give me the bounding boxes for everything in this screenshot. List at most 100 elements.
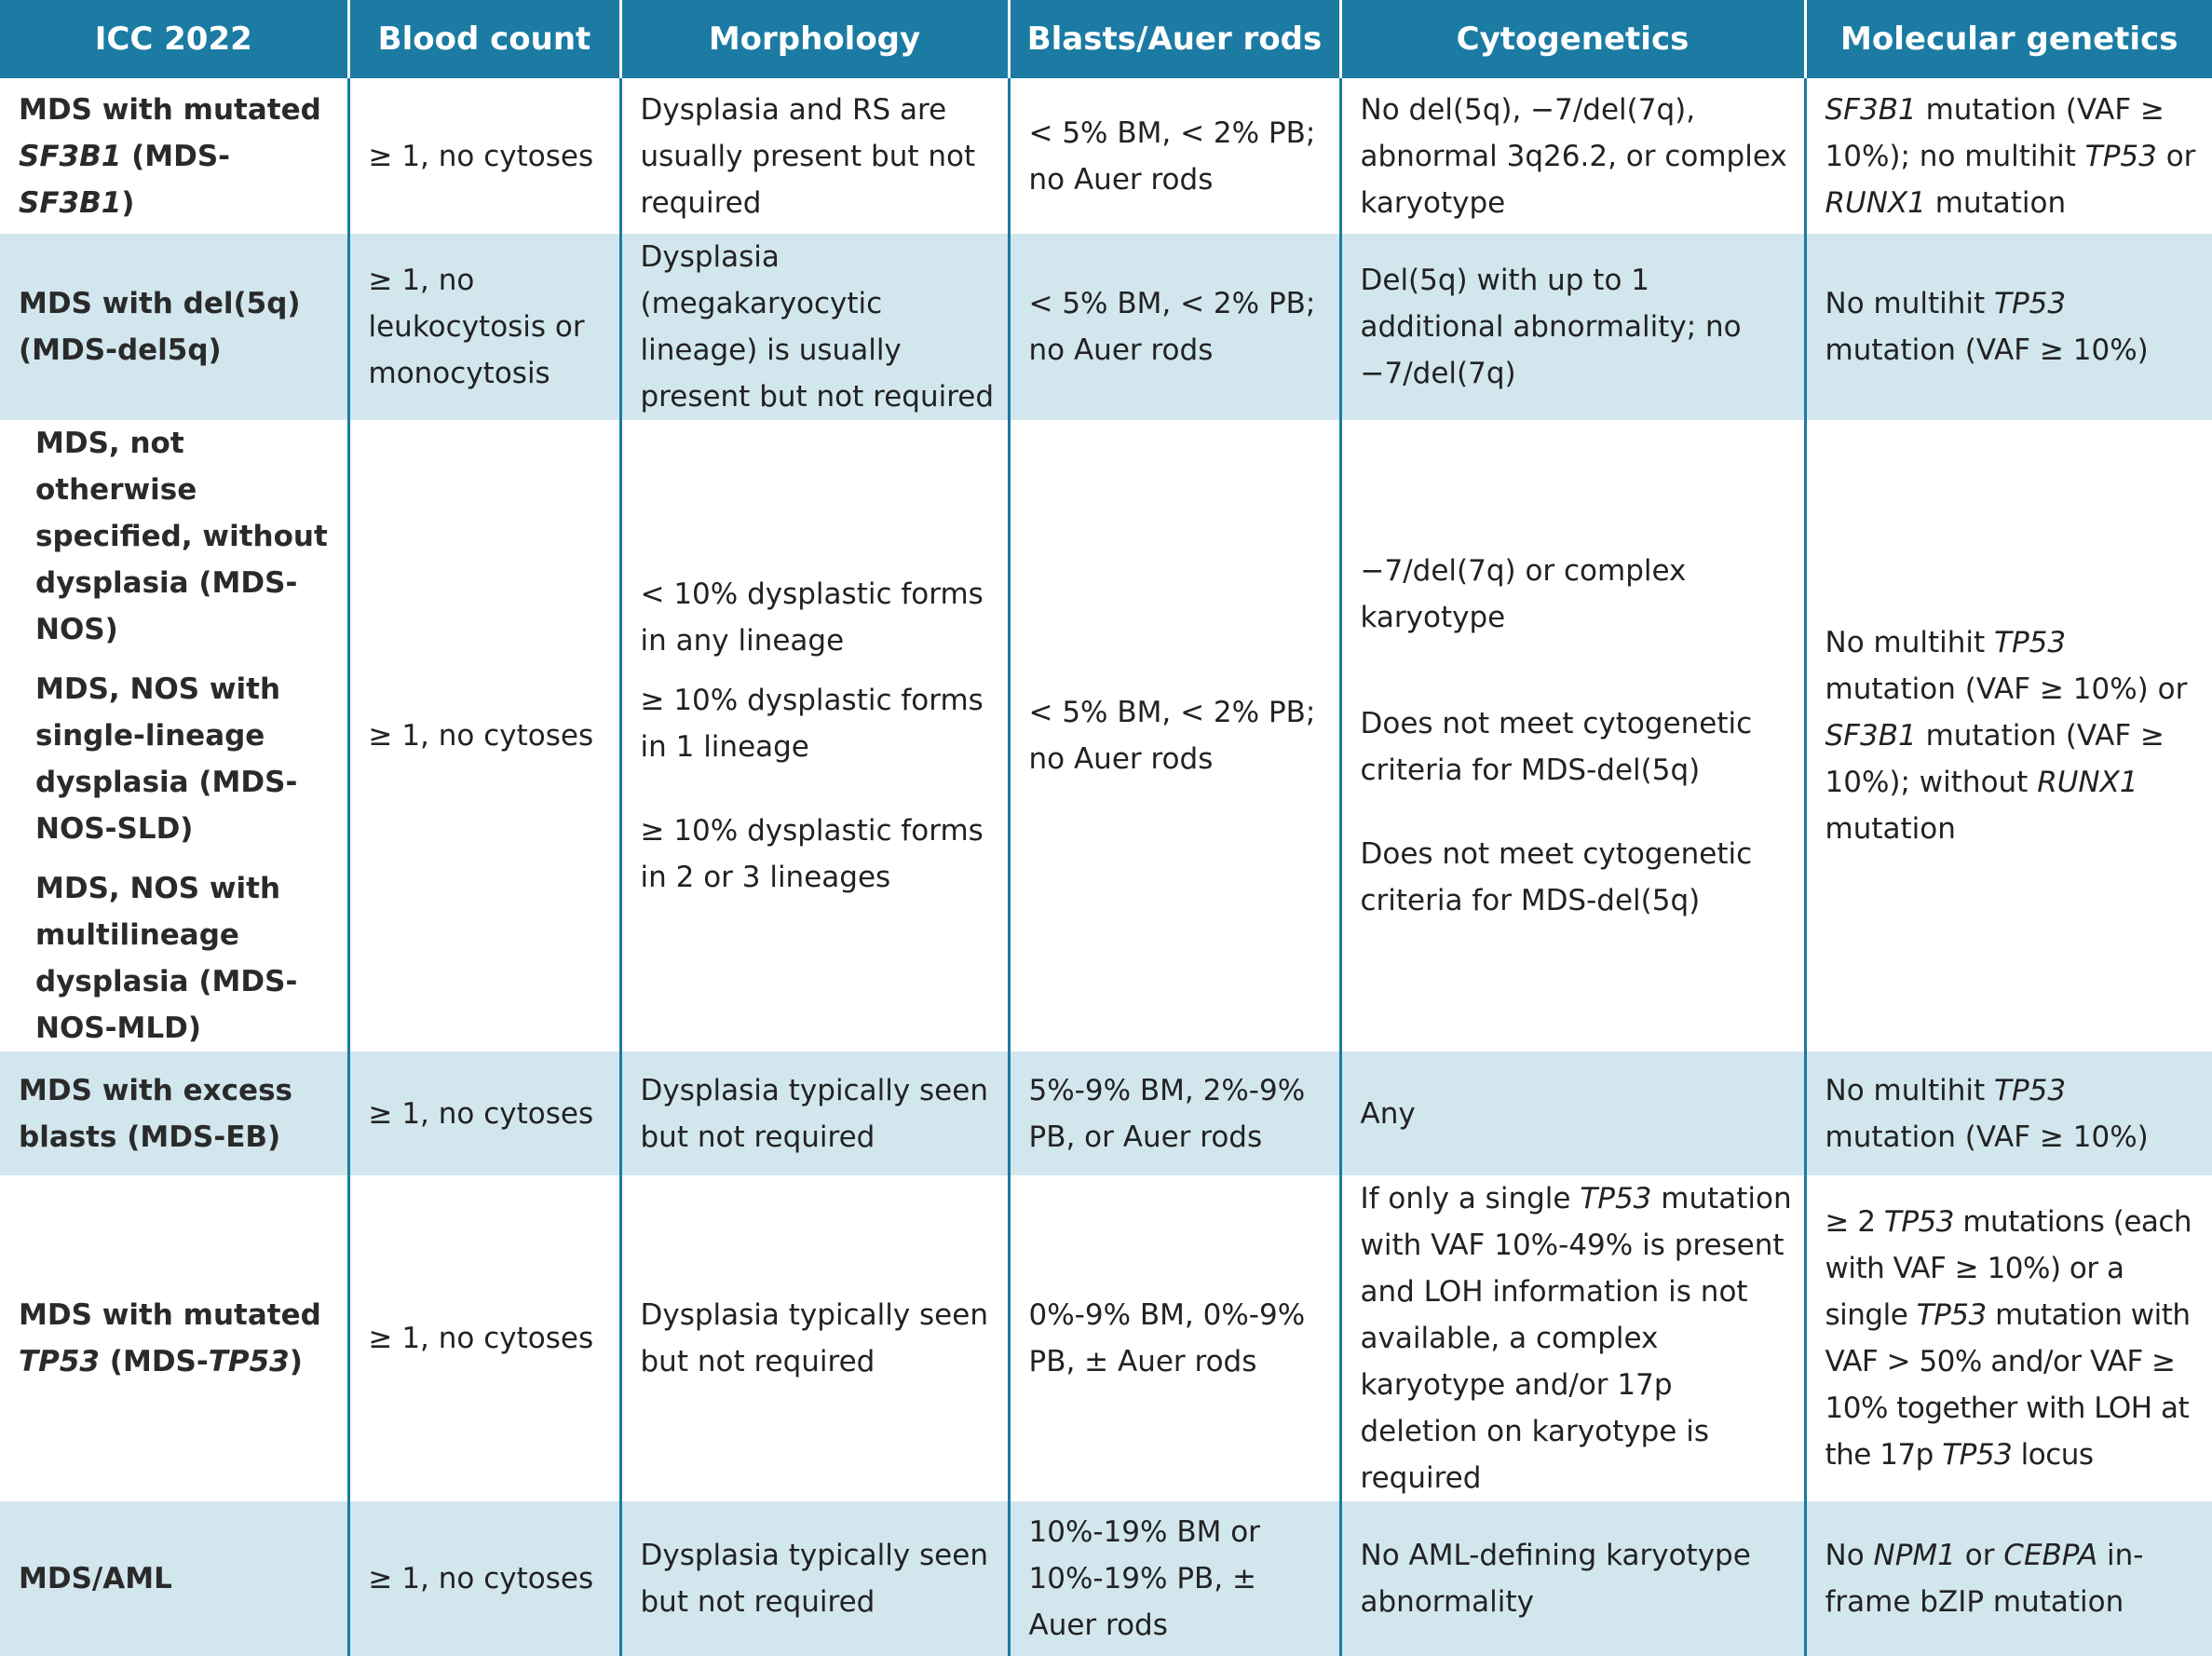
cell-morphology: < 10% dysplastic forms in any lineage ≥ … — [620, 420, 1011, 1052]
cell-blasts: 10%-19% BM or 10%-19% PB, ± Auer rods — [1009, 1501, 1342, 1656]
gene-name: NPM1 — [1873, 1539, 1956, 1572]
gene-name: TP53 — [1883, 1205, 1955, 1239]
spacer — [1361, 794, 1795, 831]
cell-name: MDS with excess blasts (MDS-EB) — [0, 1052, 350, 1175]
spacer — [641, 664, 998, 677]
cell-name: MDS with del(5q) (MDS-del5q) — [0, 234, 350, 420]
spacer — [1361, 641, 1795, 700]
header-molecular-genetics: Molecular genetics — [1805, 0, 2212, 78]
mol-text: locus — [2012, 1438, 2094, 1472]
name-nos-sld: MDS, NOS with single-lineage dysplasia (… — [35, 672, 298, 846]
gene-name: TP53 — [1942, 1438, 2013, 1472]
gene-name: TP53 — [1994, 626, 2067, 659]
row-mds-nos: MDS, not otherwise specified, without dy… — [0, 420, 2212, 1052]
gene-name: RUNX1 — [1825, 185, 1926, 220]
cell-cytogenetics: No AML-defining karyotype abnormality — [1340, 1501, 1807, 1656]
spacer — [35, 653, 338, 666]
cell-molecular: SF3B1 mutation (VAF ≥ 10%); no multihit … — [1805, 78, 2212, 234]
gene-name: SF3B1 — [1825, 92, 1917, 127]
mol-text: No multihit — [1825, 287, 1995, 320]
mol-text: or — [2156, 139, 2196, 173]
cell-cytogenetics: If only a single TP53 mutation with VAF … — [1340, 1175, 1807, 1501]
gene-name: TP53 — [208, 1345, 290, 1378]
mol-text: mutation (VAF ≥ 10%) — [1825, 1120, 2149, 1154]
gene-name: CEBPA — [2003, 1539, 2098, 1572]
cyto-text: mutation with VAF 10%-49% is present and… — [1360, 1182, 1792, 1495]
gene-name: TP53 — [1994, 287, 2067, 320]
cell-cytogenetics: −7/del(7q) or complex karyotype Does not… — [1340, 420, 1807, 1052]
cell-molecular: No NPM1 or CEBPA in-frame bZIP mutation — [1805, 1501, 2212, 1656]
mol-text: mutations (each with VAF ≥ 10%) or a sin… — [1825, 1205, 2192, 1332]
cell-molecular: ≥ 2 TP53 mutations (each with VAF ≥ 10%)… — [1805, 1175, 2212, 1501]
cell-blood-count: ≥ 1, no cytoses — [348, 1501, 622, 1656]
name-text: ) — [289, 1345, 303, 1378]
mol-text: No — [1825, 1539, 1874, 1572]
mol-text: No multihit — [1825, 1073, 1995, 1107]
spacer — [35, 852, 338, 865]
mol-text: ≥ 2 — [1825, 1205, 1884, 1239]
cell-cytogenetics: No del(5q), −7/del(7q), abnormal 3q26.2,… — [1340, 78, 1807, 234]
cell-blasts: 0%-9% BM, 0%-9% PB, ± Auer rods — [1009, 1175, 1342, 1501]
cell-morphology: Dysplasia (megakaryocytic lineage) is us… — [620, 234, 1011, 420]
row-mds-del5q: MDS with del(5q) (MDS-del5q) ≥ 1, no leu… — [0, 234, 2212, 420]
row-mds-aml: MDS/AML ≥ 1, no cytoses Dysplasia typica… — [0, 1501, 2212, 1656]
name-text: (MDS- — [121, 139, 231, 173]
cell-blood-count: ≥ 1, no cytoses — [348, 1175, 622, 1501]
mol-text: No multihit — [1825, 626, 1995, 659]
row-mds-sf3b1: MDS with mutated SF3B1 (MDS-SF3B1) ≥ 1, … — [0, 78, 2212, 234]
header-row: ICC 2022 Blood count Morphology Blasts/A… — [0, 0, 2212, 78]
cell-blood-count: ≥ 1, no cytoses — [348, 1052, 622, 1175]
cell-blasts: < 5% BM, < 2% PB; no Auer rods — [1009, 420, 1342, 1052]
cell-blood-count: ≥ 1, no cytoses — [348, 78, 622, 234]
morph-nos-mld: ≥ 10% dysplastic forms in 2 or 3 lineage… — [640, 814, 984, 894]
cell-blasts: 5%-9% BM, 2%-9% PB, or Auer rods — [1009, 1052, 1342, 1175]
gene-name: TP53 — [2084, 139, 2157, 173]
cell-morphology: Dysplasia and RS are usually present but… — [620, 78, 1011, 234]
header-blasts-auer-rods: Blasts/Auer rods — [1009, 0, 1342, 78]
cell-blasts: < 5% BM, < 2% PB; no Auer rods — [1009, 234, 1342, 420]
gene-name: SF3B1 — [1825, 719, 1917, 753]
cell-name: MDS with mutated TP53 (MDS-TP53) — [0, 1175, 350, 1501]
cyto-nos-sld: Does not meet cytogenetic criteria for M… — [1360, 707, 1753, 787]
mol-text: mutation — [1825, 812, 1956, 846]
cyto-nos: −7/del(7q) or complex karyotype — [1360, 554, 1687, 634]
cell-morphology: Dysplasia typically seen but not require… — [620, 1175, 1011, 1501]
gene-name: TP53 — [1916, 1298, 1988, 1332]
cell-blood-count: ≥ 1, no leukocytosis or monocytosis — [348, 234, 622, 420]
gene-name: SF3B1 — [19, 139, 122, 173]
name-nos-mld: MDS, NOS with multilineage dysplasia (MD… — [35, 872, 298, 1045]
name-nos: MDS, not otherwise specified, without dy… — [35, 427, 328, 646]
mol-text: or — [1955, 1539, 2004, 1572]
gene-name: TP53 — [1580, 1182, 1652, 1215]
cell-morphology: Dysplasia typically seen but not require… — [620, 1052, 1011, 1175]
header-icc-2022: ICC 2022 — [0, 0, 350, 78]
cyto-text: If only a single — [1360, 1182, 1581, 1215]
cell-name: MDS, not otherwise specified, without dy… — [0, 420, 350, 1052]
cell-name: MDS/AML — [0, 1501, 350, 1656]
mol-text: mutation (VAF ≥ 10%) or — [1825, 672, 2188, 706]
gene-name: SF3B1 — [19, 185, 122, 220]
name-text: MDS with mutated — [19, 1298, 321, 1332]
gene-name: RUNX1 — [2037, 766, 2138, 799]
name-text: ) — [121, 185, 135, 220]
morph-nos-sld: ≥ 10% dysplastic forms in 1 lineage — [640, 684, 984, 764]
cell-morphology: Dysplasia typically seen but not require… — [620, 1501, 1011, 1656]
header-morphology: Morphology — [620, 0, 1011, 78]
cell-molecular: No multihit TP53 mutation (VAF ≥ 10%) — [1805, 1052, 2212, 1175]
cyto-nos-mld: Does not meet cytogenetic criteria for M… — [1360, 837, 1753, 917]
mol-text: mutation (VAF ≥ 10%) — [1825, 333, 2149, 367]
mol-text: mutation (VAF ≥ 10%); no multihit — [1825, 92, 2165, 173]
gene-name: TP53 — [1994, 1073, 2067, 1107]
cell-blood-count: ≥ 1, no cytoses — [348, 420, 622, 1052]
cell-cytogenetics: Del(5q) with up to 1 additional abnormal… — [1340, 234, 1807, 420]
morph-nos: < 10% dysplastic forms in any lineage — [640, 577, 984, 658]
row-mds-tp53: MDS with mutated TP53 (MDS-TP53) ≥ 1, no… — [0, 1175, 2212, 1501]
name-text: MDS with mutated — [19, 92, 321, 127]
cell-molecular: No multihit TP53 mutation (VAF ≥ 10%) — [1805, 234, 2212, 420]
cell-blasts: < 5% BM, < 2% PB; no Auer rods — [1009, 78, 1342, 234]
header-blood-count: Blood count — [348, 0, 622, 78]
mol-text: mutation (VAF ≥ 10%); without — [1825, 719, 2165, 799]
cell-name: MDS with mutated SF3B1 (MDS-SF3B1) — [0, 78, 350, 234]
name-text: (MDS- — [100, 1345, 209, 1378]
